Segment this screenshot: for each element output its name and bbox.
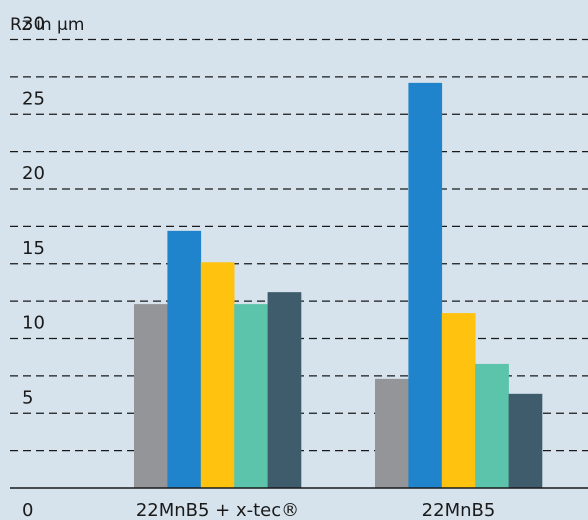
bars-group bbox=[134, 82, 543, 489]
y-tick-label: 20 bbox=[22, 163, 45, 184]
y-axis-label: Rz in µm bbox=[10, 15, 84, 35]
x-tick-label: 22MnB5 + x-tec® bbox=[136, 500, 299, 520]
bar bbox=[508, 393, 543, 488]
y-tick-label: 15 bbox=[22, 238, 45, 259]
y-tick-label: 0 bbox=[22, 500, 33, 520]
bar bbox=[267, 292, 302, 488]
bar bbox=[441, 313, 476, 488]
x-tick-label: 22MnB5 bbox=[422, 500, 496, 520]
y-tick-label: 10 bbox=[22, 313, 45, 334]
y-tick-labels: 0 5 10 15 20 25 30 bbox=[22, 14, 45, 520]
x-tick-labels: 22MnB5 + x-tec® 22MnB5 bbox=[136, 500, 496, 520]
y-tick-label: 5 bbox=[22, 387, 33, 408]
bar bbox=[200, 262, 235, 488]
y-tick-label: 30 bbox=[22, 14, 45, 35]
bar bbox=[234, 304, 268, 488]
y-tick-label: 25 bbox=[22, 88, 45, 109]
bar bbox=[408, 82, 443, 488]
bar bbox=[475, 363, 509, 488]
bar bbox=[375, 378, 409, 488]
bar bbox=[134, 304, 168, 488]
bar bbox=[167, 230, 202, 489]
